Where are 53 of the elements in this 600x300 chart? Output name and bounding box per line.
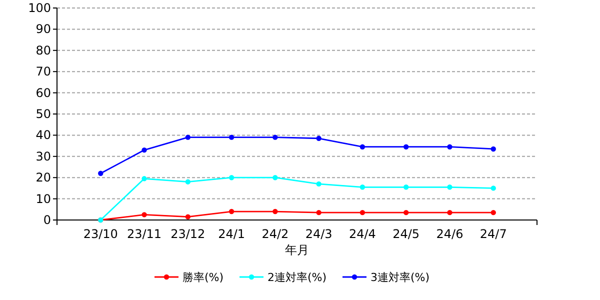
y-tick-label: 30 [36,149,51,164]
point [316,210,322,216]
point [272,208,278,214]
x-tick-label: 23/11 [126,227,162,241]
x-tick-label: 24/3 [305,227,332,241]
x-tick-label: 24/7 [480,227,507,241]
legend-label: 3連対率(%) [370,271,430,284]
point [490,146,496,152]
point [185,179,191,184]
point [447,210,452,216]
point [228,208,234,214]
y-tick-label: 50 [36,107,51,121]
point [316,136,322,141]
x-tick-label: 24/5 [392,227,420,241]
legend-label: 2連対率(%) [268,271,327,284]
point [185,214,191,220]
point [142,176,147,182]
point [403,184,409,190]
point [272,134,278,140]
point [316,181,322,187]
point [228,175,234,180]
x-tick-label: 23/12 [170,227,206,241]
point [490,210,496,216]
x-tick-label: 24/1 [218,227,246,241]
x-tick-label: 24/2 [262,227,289,241]
point [403,144,409,150]
point [98,170,104,176]
y-tick-label: 70 [36,64,51,79]
x-tick-label: 24/6 [436,227,464,241]
y-tick-label: 90 [36,22,51,36]
point [228,134,234,140]
y-tick-label: 100 [28,1,51,15]
point [360,144,366,150]
point [142,147,147,153]
point [447,184,452,190]
point [490,186,496,191]
y-tick-label: 10 [36,192,51,206]
x-tick-label: 24/4 [348,227,376,241]
point [185,134,191,140]
y-tick-label: 80 [36,43,51,58]
y-tick-label: 40 [36,128,51,142]
legend-label: 勝率(%) [182,271,224,284]
y-tick-label: 20 [36,170,51,185]
x-axis-title: 年月 [285,243,309,257]
point [272,175,278,180]
y-tick-label: 60 [36,86,51,100]
point [360,184,366,190]
point [360,210,366,216]
x-tick-label: 23/10 [83,227,118,241]
point [447,144,452,150]
point [142,212,147,218]
y-tick-label: 0 [43,213,51,227]
point [403,210,409,216]
